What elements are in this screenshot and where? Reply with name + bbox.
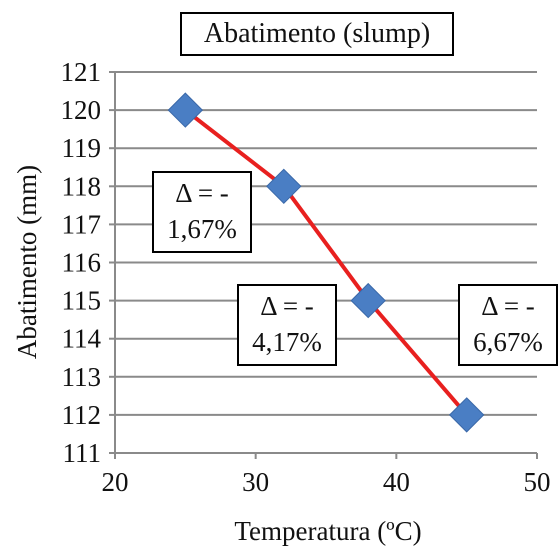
- annotation-line1: Δ = -: [481, 291, 535, 321]
- y-tick-label: 118: [62, 171, 102, 201]
- x-tick-labels: 20 30 40 50: [102, 467, 551, 497]
- x-axis-label: Temperatura (ºC): [234, 516, 421, 546]
- y-tick-label: 115: [62, 286, 102, 316]
- y-tick-label: 116: [62, 248, 102, 278]
- x-tick-label: 30: [242, 467, 269, 497]
- y-tick-label: 121: [61, 57, 102, 87]
- y-tick-label: 113: [62, 362, 102, 392]
- series-line: [184, 108, 469, 417]
- y-tick-label: 111: [63, 438, 102, 468]
- y-tick-label: 120: [61, 95, 102, 125]
- x-tick-label: 20: [102, 467, 129, 497]
- series: [167, 92, 485, 433]
- data-point-marker: [167, 92, 204, 128]
- x-tick-label: 40: [383, 467, 410, 497]
- axes: [109, 71, 538, 459]
- annotation-line1: Δ = -: [260, 291, 314, 321]
- annotation-line1: Δ = -: [175, 178, 229, 208]
- annotation-line2: 1,67%: [167, 214, 237, 244]
- y-tick-labels: 111 112 113 114 115 116 117 118 119 120 121: [61, 57, 102, 468]
- y-tick-label: 112: [62, 400, 102, 430]
- annotation-delta-1: Δ = - 1,67%: [152, 171, 252, 253]
- data-point-marker: [448, 397, 485, 433]
- y-axis-label: Abatimento (mm): [12, 165, 42, 359]
- annotation-delta-3: Δ = - 6,67%: [458, 284, 558, 366]
- x-tick-label: 50: [524, 467, 551, 497]
- annotation-line2: 6,67%: [473, 327, 543, 357]
- y-tick-label: 119: [62, 133, 102, 163]
- gridlines: [115, 71, 537, 454]
- data-point-marker: [266, 168, 302, 205]
- y-tick-label: 114: [62, 324, 102, 354]
- annotation-delta-2: Δ = - 4,17%: [237, 284, 337, 366]
- y-tick-label: 117: [62, 209, 102, 239]
- chart-title: Abatimento (slump): [180, 12, 454, 56]
- data-point-marker: [350, 282, 386, 319]
- annotation-line2: 4,17%: [252, 327, 322, 357]
